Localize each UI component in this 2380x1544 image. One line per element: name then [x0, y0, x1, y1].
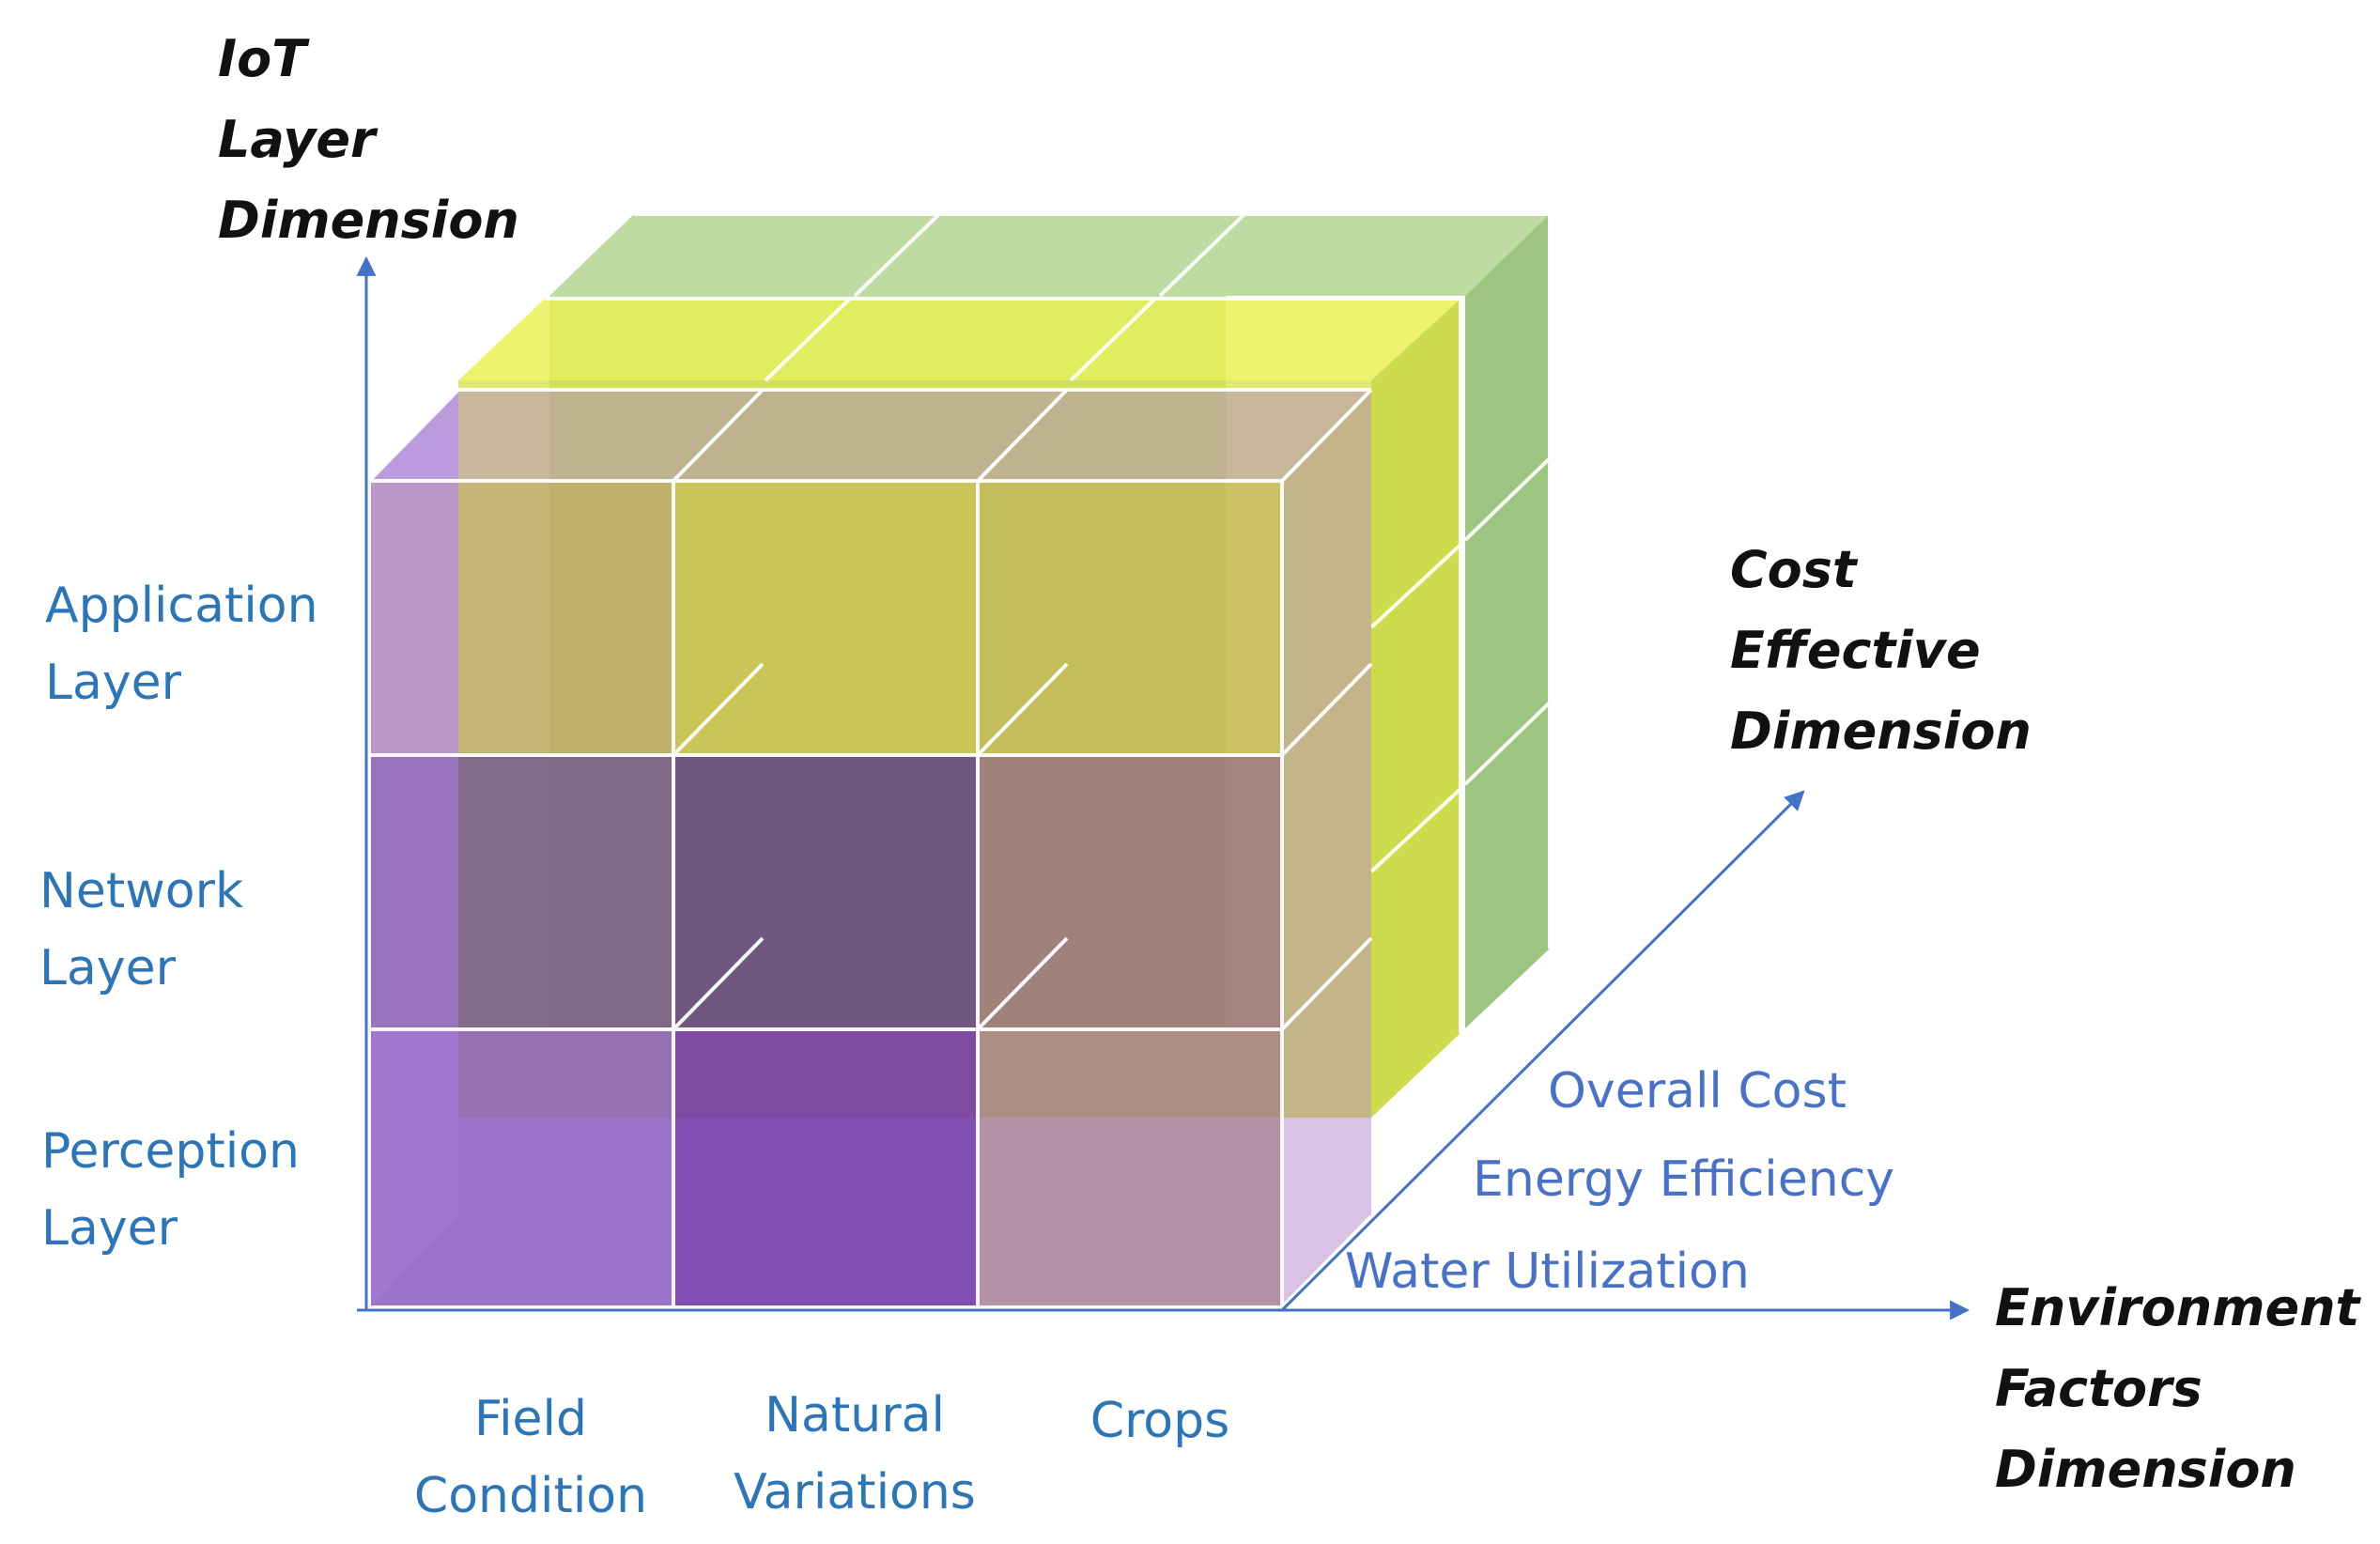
- env-label-line: Crops: [1090, 1393, 1230, 1449]
- cost-energy-efficiency: Energy Efficiency: [1473, 1151, 1895, 1208]
- level-application: Application Layer: [45, 567, 318, 721]
- front-slab-left-edge: [369, 390, 458, 1307]
- iot-axis-title-line: Dimension: [218, 191, 519, 250]
- cost-slab-front: [367, 388, 1373, 1309]
- level-label-line: Layer: [39, 940, 176, 996]
- env-natural-variations: Natural Variations: [706, 1377, 1003, 1531]
- environment-axis-title-line: Environment: [1995, 1278, 2360, 1337]
- cost-axis-line: [1280, 790, 1805, 1312]
- cost-axis-title-line: Cost: [1730, 540, 1857, 599]
- env-label-line: Variations: [734, 1464, 976, 1521]
- front-slab-side: [1282, 390, 1371, 1307]
- cost-water-utilization: Water Utilization: [1345, 1243, 1750, 1300]
- environment-axis-title-line: Factors: [1995, 1359, 2202, 1418]
- cost-axis-title-line: Dimension: [1730, 702, 2032, 761]
- cell-application-natural: [673, 481, 978, 755]
- env-label-line: Condition: [413, 1468, 648, 1524]
- cell-network-crops: [978, 755, 1282, 1029]
- cell-perception-natural: [673, 1029, 978, 1307]
- level-label-line: Layer: [41, 1200, 178, 1257]
- environment-axis-title: Environment Factors Dimension: [1995, 1268, 2359, 1510]
- level-label-line: Network: [39, 863, 244, 919]
- level-label-line: Perception: [41, 1123, 300, 1180]
- back-slab-top: [549, 214, 1550, 296]
- iot-axis-title-line: IoT: [218, 29, 307, 88]
- level-network: Network Layer: [39, 853, 243, 1007]
- cell-perception-crops: [978, 1029, 1282, 1307]
- cell-application-crops: [978, 481, 1282, 755]
- middle-slab-top: [458, 299, 1460, 380]
- front-slab-top: [369, 390, 1371, 481]
- level-perception: Perception Layer: [41, 1113, 300, 1267]
- environment-axis-title-line: Dimension: [1995, 1440, 2296, 1499]
- back-slab-side: [1465, 214, 1550, 1028]
- env-label-line: Field: [473, 1391, 588, 1447]
- iot-axis-title: IoT Layer Dimension: [218, 19, 519, 261]
- env-label-line: Natural: [765, 1387, 945, 1444]
- cost-axis-title: Cost Effective Dimension: [1730, 530, 2032, 772]
- cost-overall: Overall Cost: [1548, 1063, 1847, 1119]
- iot-axis-title-line: Layer: [218, 110, 376, 169]
- level-label-line: Application: [45, 578, 318, 634]
- env-field-condition: Field Condition: [385, 1381, 676, 1535]
- env-crops: Crops: [1033, 1382, 1287, 1459]
- level-label-line: Layer: [45, 655, 181, 711]
- middle-slab-side: [1371, 299, 1460, 1118]
- cost-axis-title-line: Effective: [1730, 621, 1981, 680]
- cell-network-natural: [673, 755, 978, 1029]
